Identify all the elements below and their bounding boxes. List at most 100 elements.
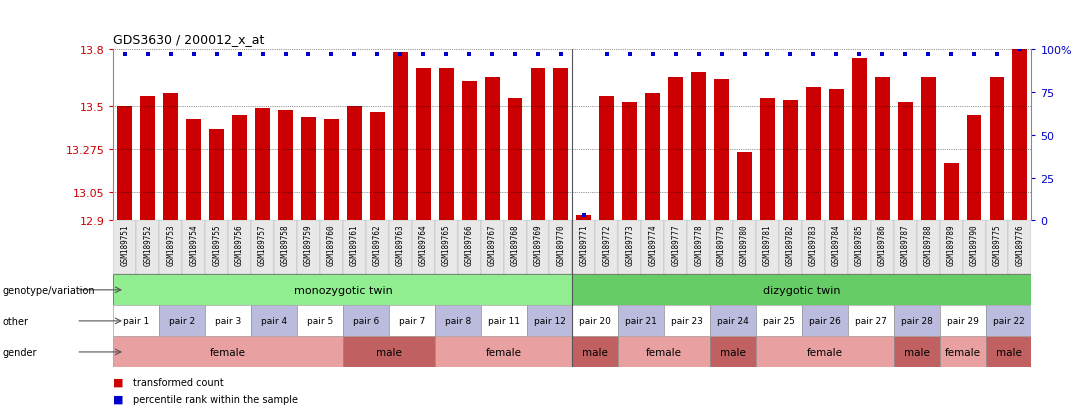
Text: GSM189757: GSM189757 <box>258 224 267 265</box>
Text: pair 24: pair 24 <box>717 317 748 325</box>
Text: pair 21: pair 21 <box>625 317 658 325</box>
Text: GSM189771: GSM189771 <box>579 224 589 265</box>
Text: GSM189758: GSM189758 <box>281 224 291 265</box>
Point <box>874 51 891 58</box>
Point <box>851 51 868 58</box>
Text: pair 6: pair 6 <box>353 317 379 325</box>
Bar <box>967 116 982 221</box>
Bar <box>251 221 274 275</box>
Point <box>827 51 845 58</box>
Bar <box>297 306 343 337</box>
Text: GSM189752: GSM189752 <box>144 224 152 265</box>
Text: female: female <box>646 347 683 357</box>
Bar <box>186 120 201 221</box>
Bar <box>711 337 756 368</box>
Bar <box>714 80 729 221</box>
Bar <box>113 337 343 368</box>
Bar <box>324 120 339 221</box>
Text: GSM189785: GSM189785 <box>854 224 864 265</box>
Bar <box>940 221 962 275</box>
Bar <box>183 221 205 275</box>
Text: GSM189778: GSM189778 <box>694 224 703 265</box>
Text: female: female <box>807 347 842 357</box>
Bar <box>1012 50 1027 221</box>
Text: pair 3: pair 3 <box>215 317 241 325</box>
Bar <box>733 221 756 275</box>
Point <box>484 51 501 58</box>
Bar <box>461 82 476 221</box>
Bar <box>458 221 481 275</box>
Text: pair 27: pair 27 <box>854 317 887 325</box>
Bar <box>438 69 454 221</box>
Bar <box>503 221 527 275</box>
Text: GSM189754: GSM189754 <box>189 224 199 265</box>
Bar <box>989 78 1004 221</box>
Text: transformed count: transformed count <box>133 377 224 387</box>
Bar <box>572 306 618 337</box>
Bar <box>894 306 940 337</box>
Text: monozygotic twin: monozygotic twin <box>294 285 392 295</box>
Text: pair 4: pair 4 <box>261 317 287 325</box>
Text: GSM189788: GSM189788 <box>923 224 933 265</box>
Point <box>208 51 226 58</box>
Bar <box>595 221 618 275</box>
Bar <box>711 221 733 275</box>
Bar <box>986 306 1031 337</box>
Text: GSM189762: GSM189762 <box>373 224 382 265</box>
Bar <box>389 306 434 337</box>
Text: dizygotic twin: dizygotic twin <box>764 285 840 295</box>
Point <box>919 51 936 58</box>
Bar <box>553 69 568 221</box>
Bar <box>366 221 389 275</box>
Text: GSM189789: GSM189789 <box>946 224 956 265</box>
Text: GSM189784: GSM189784 <box>832 224 841 265</box>
Bar <box>828 90 843 221</box>
Bar <box>825 221 848 275</box>
Text: GSM189768: GSM189768 <box>511 224 519 265</box>
Bar <box>711 306 756 337</box>
Text: GSM189767: GSM189767 <box>487 224 497 265</box>
Bar <box>485 78 500 221</box>
Point <box>735 51 753 58</box>
Point <box>117 51 134 58</box>
Bar <box>618 221 642 275</box>
Bar <box>550 221 572 275</box>
Bar <box>687 221 711 275</box>
Bar <box>251 306 297 337</box>
Text: pair 1: pair 1 <box>123 317 149 325</box>
Text: male: male <box>582 347 608 357</box>
Point <box>162 51 179 58</box>
Bar <box>760 99 775 221</box>
Bar <box>411 221 434 275</box>
Bar <box>389 221 411 275</box>
Point <box>254 51 271 58</box>
Point <box>690 51 707 58</box>
Bar <box>113 275 572 306</box>
Bar <box>917 221 940 275</box>
Bar <box>783 101 798 221</box>
Text: GSM189759: GSM189759 <box>303 224 313 265</box>
Bar <box>852 59 867 221</box>
Text: GSM189772: GSM189772 <box>603 224 611 265</box>
Text: pair 23: pair 23 <box>671 317 703 325</box>
Bar <box>806 88 821 221</box>
Bar <box>347 107 362 221</box>
Point <box>460 51 477 58</box>
Bar <box>618 306 664 337</box>
Text: GSM189756: GSM189756 <box>235 224 244 265</box>
Bar <box>897 103 913 221</box>
Bar <box>434 337 572 368</box>
Bar <box>940 306 986 337</box>
Text: GSM189770: GSM189770 <box>556 224 566 265</box>
Bar <box>756 221 779 275</box>
Bar <box>343 337 434 368</box>
Point <box>529 51 546 58</box>
Text: GSM189751: GSM189751 <box>120 224 130 265</box>
Point <box>368 51 386 58</box>
Bar <box>801 221 825 275</box>
Bar <box>416 69 431 221</box>
Bar <box>160 306 205 337</box>
Bar <box>301 118 316 221</box>
Bar <box>228 221 251 275</box>
Bar <box>530 69 545 221</box>
